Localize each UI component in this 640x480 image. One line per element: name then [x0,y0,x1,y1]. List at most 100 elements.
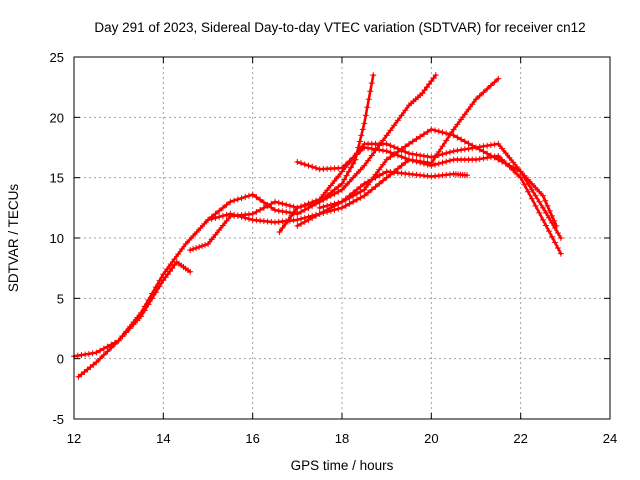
point-marker [167,261,174,268]
point-marker [417,152,424,159]
point-marker [145,296,152,303]
point-marker [502,150,509,157]
point-marker [413,158,420,165]
point-marker [420,152,427,159]
point-marker [465,145,472,152]
point-marker [234,212,241,219]
point-marker [406,150,412,157]
point-marker [491,154,498,161]
point-marker [387,142,394,149]
point-marker [350,198,357,205]
point-marker [368,152,375,159]
point-marker [548,212,555,219]
y-tick-label: -5 [52,412,64,427]
point-marker [383,156,390,163]
point-marker [104,343,111,350]
point-marker [426,81,433,88]
point-marker [130,319,137,326]
point-marker [245,192,252,199]
point-marker [359,126,366,133]
x-tick-label: 20 [424,431,438,446]
point-marker [305,216,312,223]
point-marker [379,147,386,154]
point-marker [361,186,368,193]
point-marker [216,213,223,220]
point-marker [365,157,372,164]
point-marker [432,161,439,168]
point-marker [89,350,96,357]
point-marker [430,75,437,82]
point-marker [264,202,271,209]
point-marker [238,213,245,220]
point-marker [439,159,446,166]
point-marker [178,246,185,253]
point-marker [201,220,208,227]
point-marker [361,192,368,199]
point-marker [335,173,342,180]
point-marker [115,337,122,344]
point-marker [443,137,450,144]
point-marker [298,160,305,167]
point-marker [97,355,104,362]
point-marker [294,204,301,211]
point-marker [435,152,442,159]
point-marker [406,156,412,163]
point-marker [358,132,365,139]
point-marker [484,142,491,149]
point-marker [424,153,431,160]
point-marker [461,146,468,153]
point-marker [394,148,401,155]
point-marker [428,78,435,85]
point-marker [413,136,420,143]
point-marker [260,204,267,211]
point-marker [521,181,528,188]
point-marker [186,237,193,244]
point-marker [417,133,424,140]
point-marker [365,96,372,103]
point-marker [301,161,308,168]
point-marker [193,228,200,235]
point-marker [458,136,465,143]
point-marker [346,200,353,207]
point-marker [361,180,368,187]
point-marker [268,200,275,207]
point-marker [391,151,398,158]
point-marker [391,144,398,151]
point-marker [193,245,200,252]
point-marker [540,204,546,211]
point-marker [379,170,386,177]
point-marker [517,168,524,175]
point-marker [443,150,450,157]
point-marker [276,228,283,235]
point-marker [346,192,353,199]
point-marker [458,116,465,123]
point-marker [350,154,357,161]
point-marker [443,130,450,137]
point-marker [510,159,517,166]
point-marker [383,174,390,181]
point-marker [312,197,319,204]
point-marker [219,222,226,229]
point-marker [234,196,241,203]
point-marker [491,141,498,148]
point-marker [253,208,260,215]
point-marker [367,88,374,95]
point-marker [446,157,453,164]
point-marker [450,126,457,133]
point-marker [553,222,560,229]
point-marker [78,352,85,359]
point-marker [316,210,323,217]
point-marker [551,239,558,246]
point-marker [182,241,189,248]
point-marker [532,184,539,191]
point-marker [546,207,553,214]
point-marker [350,174,357,181]
point-marker [100,352,107,359]
point-marker [223,201,230,208]
x-tick-label: 12 [67,431,81,446]
point-marker [542,197,549,204]
point-marker [335,183,342,190]
point-marker [171,256,178,263]
chart-title: Day 291 of 2023, Sidereal Day-to-day VTE… [94,20,585,35]
point-marker [197,224,204,231]
